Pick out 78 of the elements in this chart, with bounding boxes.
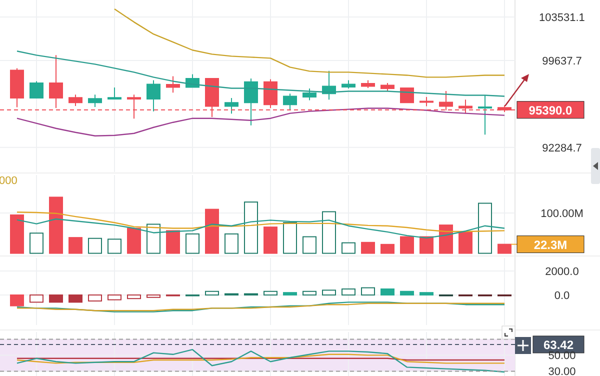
bar	[380, 244, 394, 254]
bar	[30, 232, 44, 254]
bar	[439, 224, 453, 254]
candlestick	[380, 82, 394, 92]
y-tick-label: 50.00	[548, 350, 576, 362]
candlestick	[342, 80, 356, 90]
bar	[322, 290, 336, 296]
bar	[30, 294, 44, 303]
bar	[146, 224, 160, 254]
bar	[88, 294, 102, 302]
ref-line-label: 22.3M	[534, 238, 568, 252]
bar	[127, 294, 141, 300]
bar	[244, 202, 258, 254]
bar	[108, 294, 122, 300]
y-tick-label: 99637.7	[542, 55, 582, 68]
y-tick-label: 2000.0	[545, 266, 579, 278]
bar	[283, 222, 297, 254]
bar	[322, 211, 336, 254]
bar	[127, 228, 141, 254]
bar	[478, 202, 492, 254]
line-series	[16, 50, 506, 97]
bar	[166, 230, 180, 254]
y-tick-label: 100.00M	[540, 208, 584, 220]
y-tick-label: 103531.1	[539, 12, 585, 24]
bar	[361, 287, 375, 296]
y-tick-label: 92284.7	[542, 142, 582, 154]
candlestick	[400, 87, 414, 104]
bar	[420, 292, 434, 296]
bar	[380, 288, 394, 296]
candlestick	[30, 80, 44, 98]
bar	[283, 292, 297, 296]
candlestick	[264, 78, 278, 109]
bar	[302, 290, 316, 296]
bar	[10, 294, 24, 306]
bar	[108, 238, 122, 254]
candlestick	[166, 76, 180, 94]
bar	[302, 236, 316, 254]
candlestick	[420, 96, 434, 107]
line-series	[16, 108, 506, 136]
candlestick	[283, 93, 297, 111]
bar	[361, 242, 375, 254]
candlestick	[478, 94, 492, 136]
y-tick-label: 30.00	[548, 366, 576, 376]
bar	[400, 236, 414, 254]
ref-line-label: 63.42	[543, 338, 574, 352]
bar	[264, 290, 278, 296]
candlestick	[361, 80, 375, 88]
line-series	[114, 8, 506, 78]
bar	[10, 214, 24, 254]
bar	[205, 290, 219, 296]
line-series	[16, 349, 506, 373]
bar	[458, 232, 472, 254]
bar	[186, 233, 200, 254]
bar	[205, 208, 219, 254]
candlestick	[88, 94, 102, 108]
bar	[420, 236, 434, 254]
line-series	[16, 354, 506, 364]
bar	[49, 294, 63, 303]
bar	[264, 226, 278, 254]
y-tick-label: 0.0	[554, 290, 570, 302]
candlestick	[108, 87, 122, 100]
bar	[342, 242, 356, 254]
bar	[146, 294, 160, 298]
bar	[88, 238, 102, 254]
bar	[400, 290, 414, 296]
candlestick	[68, 94, 82, 106]
bar	[342, 288, 356, 296]
bar	[498, 244, 512, 254]
bar	[49, 196, 63, 254]
bar	[68, 237, 82, 254]
ref-line-label: 95390.0	[528, 103, 573, 118]
candlestick	[244, 78, 258, 126]
bar	[224, 233, 238, 254]
candlestick	[146, 80, 160, 112]
candlestick	[302, 88, 316, 101]
candlestick	[10, 68, 24, 108]
bar	[68, 294, 82, 303]
candlestick	[224, 97, 238, 114]
